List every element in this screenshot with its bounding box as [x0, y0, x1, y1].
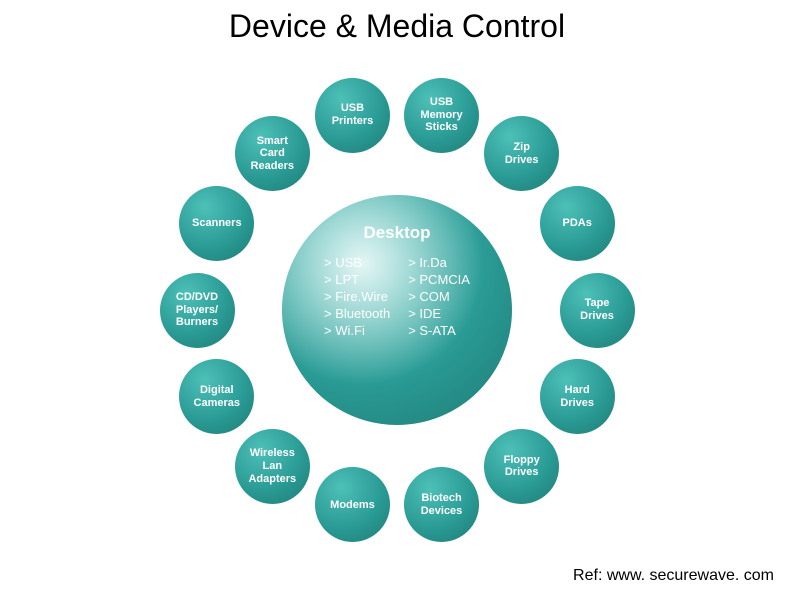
port-item: > LPT	[324, 272, 390, 287]
device-node-label: WirelessLanAdapters	[248, 447, 296, 485]
page-title: Device & Media Control	[229, 8, 565, 45]
device-node: Modems	[315, 467, 390, 542]
port-item: > USB	[324, 255, 390, 270]
device-node: DigitalCameras	[179, 359, 254, 434]
device-node-label: USBPrinters	[332, 102, 374, 127]
port-item: > Wi.Fi	[324, 323, 390, 338]
center-desktop: Desktop> USB> LPT> Fire.Wire> Bluetooth>…	[282, 195, 512, 425]
reference-text: Ref: www. securewave. com	[573, 567, 774, 585]
port-item: > Ir.Da	[408, 255, 470, 270]
device-node-label: USBMemorySticks	[420, 96, 462, 134]
device-node-label: ZipDrives	[505, 141, 539, 166]
device-node-label: PDAs	[563, 217, 592, 230]
port-item: > PCMCIA	[408, 272, 470, 287]
device-node: WirelessLanAdapters	[235, 429, 310, 504]
device-node: TapeDrives	[560, 273, 635, 348]
device-node: FloppyDrives	[484, 429, 559, 504]
device-node: CD/DVDPlayers/Burners	[160, 273, 235, 348]
device-node-label: FloppyDrives	[504, 454, 540, 479]
device-node-label: HardDrives	[560, 384, 594, 409]
port-item: > COM	[408, 289, 470, 304]
device-node: ZipDrives	[484, 116, 559, 191]
center-title: Desktop	[363, 223, 430, 243]
device-diagram: Desktop> USB> LPT> Fire.Wire> Bluetooth>…	[147, 60, 647, 560]
device-node-label: Scanners	[192, 217, 242, 230]
ports-col-left: > USB > LPT > Fire.Wire > Bluetooth > Wi.Fi	[324, 255, 390, 338]
port-item: > S-ATA	[408, 323, 470, 338]
port-item: > Fire.Wire	[324, 289, 390, 304]
device-node: Scanners	[179, 186, 254, 261]
device-node: PDAs	[540, 186, 615, 261]
device-node-label: BiotechDevices	[421, 492, 463, 517]
port-item: > Bluetooth	[324, 306, 390, 321]
device-node-label: TapeDrives	[580, 297, 614, 322]
ports-wrap: > USB> LPT> Fire.Wire> Bluetooth> Wi.Fi>…	[324, 255, 470, 338]
device-node: HardDrives	[540, 359, 615, 434]
device-node-label: Modems	[330, 499, 375, 512]
device-node: USBPrinters	[315, 78, 390, 153]
ports-col-right: > Ir.Da > PCMCIA > COM > IDE > S-ATA	[408, 255, 470, 338]
device-node: BiotechDevices	[404, 467, 479, 542]
device-node: SmartCardReaders	[235, 116, 310, 191]
device-node: USBMemorySticks	[404, 78, 479, 153]
device-node-label: DigitalCameras	[194, 384, 240, 409]
device-node-label: SmartCardReaders	[251, 135, 294, 173]
port-item: > IDE	[408, 306, 470, 321]
device-node-label: CD/DVDPlayers/Burners	[176, 291, 218, 329]
